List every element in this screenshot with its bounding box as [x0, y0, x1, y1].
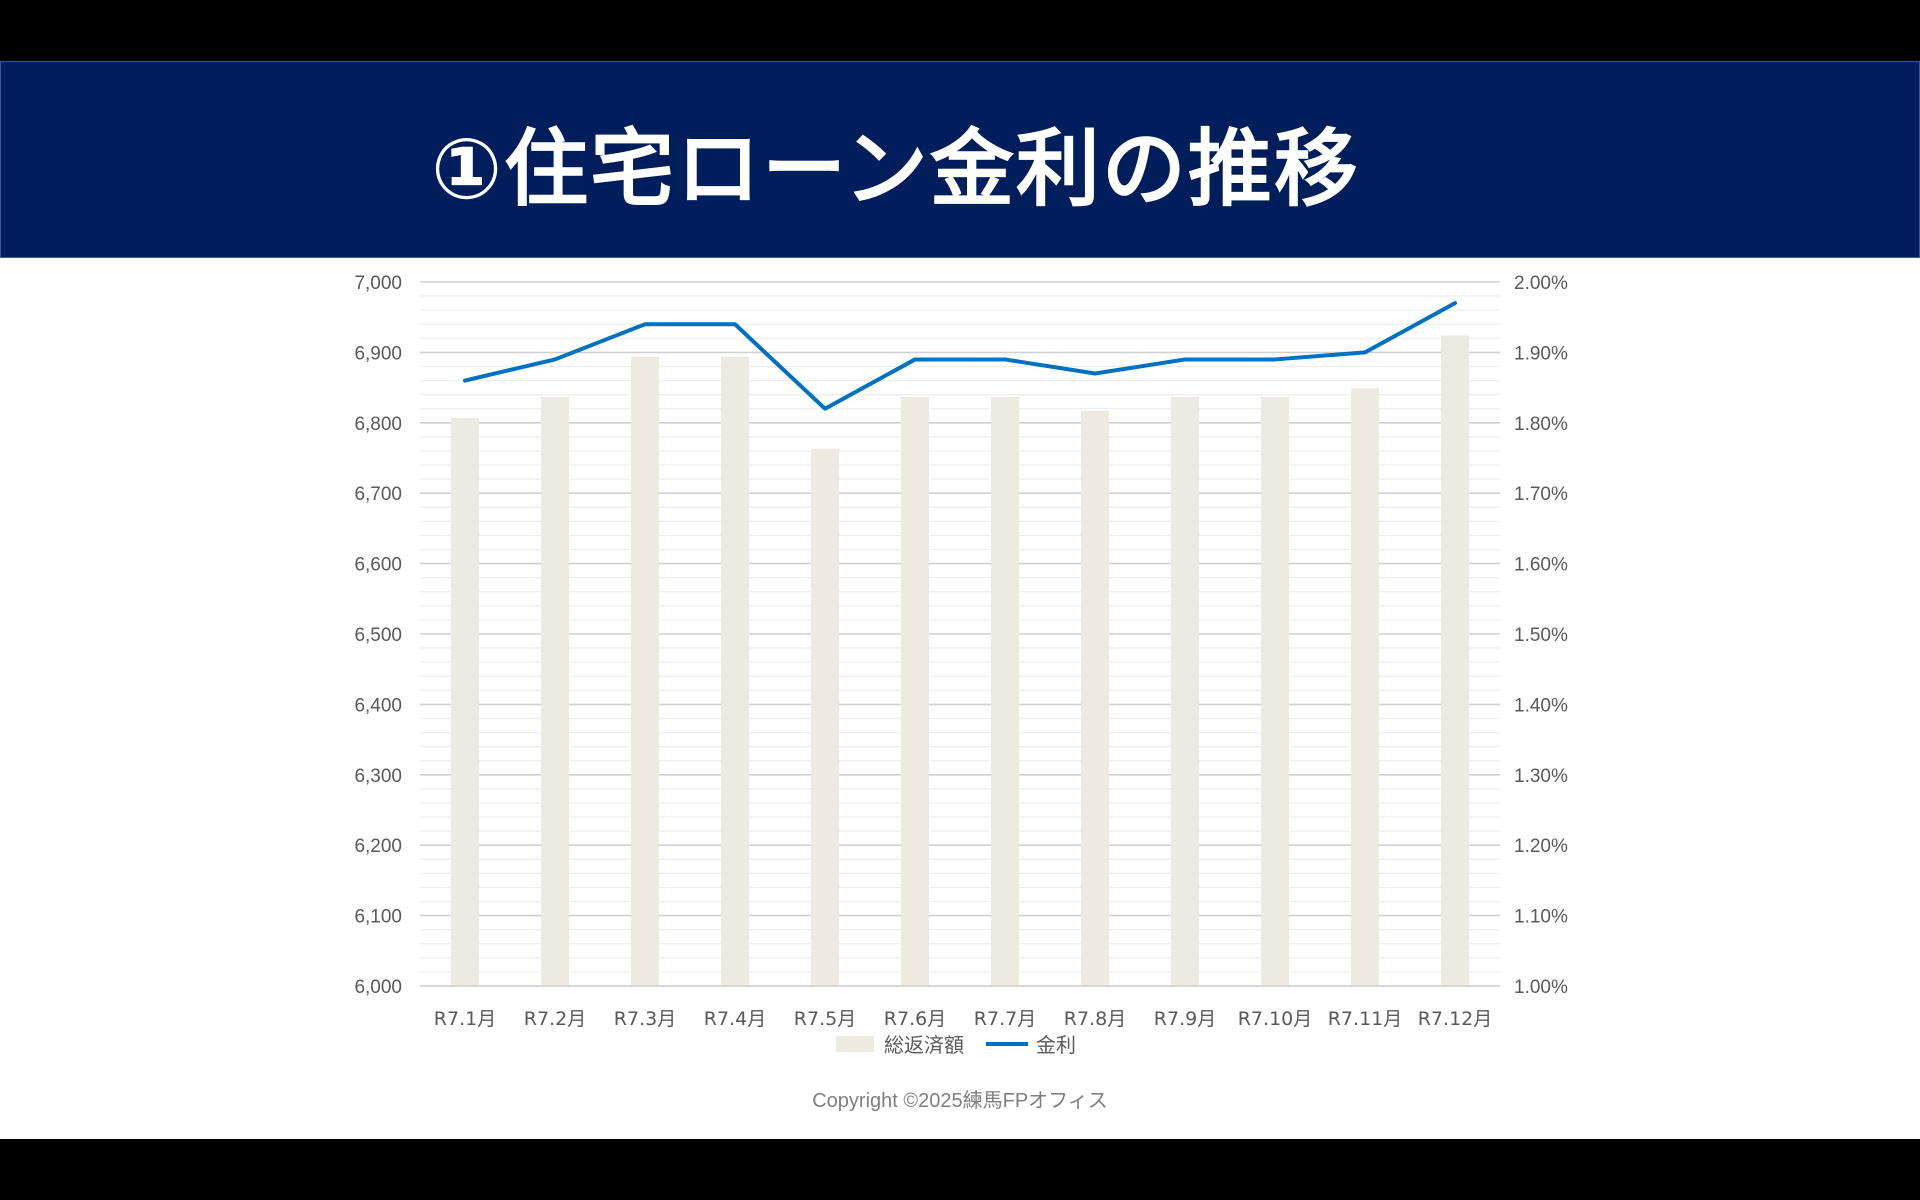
bar: [1351, 388, 1379, 987]
left-axis-tick: 6,000: [354, 977, 402, 998]
legend-bar-label: 総返済額: [884, 1033, 964, 1057]
left-axis-tick: 6,100: [354, 907, 402, 928]
right-axis-tick: 1.60%: [1514, 555, 1568, 576]
x-axis-tick: R7.6月: [884, 1008, 946, 1030]
left-axis-tick: 6,500: [354, 625, 402, 646]
legend-line-label: 金利: [1036, 1033, 1076, 1057]
bar: [1441, 335, 1469, 986]
slide: ①住宅ローン金利の推移 6,000 6,100 6,200 6,300 6,400 6,5…: [0, 61, 1920, 1139]
bar: [631, 356, 659, 986]
x-axis-tick: R7.10月: [1238, 1008, 1313, 1030]
bar: [721, 356, 749, 986]
bar: [1261, 396, 1289, 986]
x-axis-tick: R7.8月: [1064, 1008, 1126, 1030]
x-axis-tick: R7.1月: [434, 1008, 496, 1030]
bar: [901, 396, 929, 986]
bar: [811, 448, 839, 986]
x-axis-tick: R7.12月: [1418, 1008, 1493, 1030]
x-axis-tick: R7.4月: [704, 1008, 766, 1030]
right-axis-tick: 1.30%: [1514, 766, 1568, 787]
x-axis-tick: R7.7月: [974, 1008, 1036, 1030]
bar: [1171, 396, 1199, 986]
x-axis-tick: R7.11月: [1328, 1008, 1403, 1030]
right-axis-tick: 1.00%: [1514, 977, 1568, 998]
left-axis-tick: 7,000: [354, 273, 402, 294]
right-axis-tick: 1.50%: [1514, 625, 1568, 646]
x-axis-tick: R7.3月: [614, 1008, 676, 1030]
combo-chart: 6,000 6,100 6,200 6,300 6,400 6,500 6,600 6,700…: [354, 273, 1568, 1057]
right-axis-tick: 1.20%: [1514, 836, 1568, 857]
copyright: Copyright ©2025練馬FPオフィス: [812, 1090, 1108, 1112]
left-axis-tick: 6,700: [354, 484, 402, 505]
left-axis-tick: 6,400: [354, 695, 402, 716]
bar: [541, 396, 569, 986]
left-axis-tick: 6,600: [354, 555, 402, 576]
slide-title: ①住宅ローン金利の推移: [431, 120, 1360, 218]
right-axis-tick: 1.90%: [1514, 343, 1568, 364]
left-axis-tick: 6,200: [354, 836, 402, 857]
bar: [451, 417, 479, 986]
x-axis-tick: R7.5月: [794, 1008, 856, 1030]
legend-bar-swatch: [836, 1036, 874, 1052]
right-axis-tick: 1.80%: [1514, 414, 1568, 435]
bar: [991, 396, 1019, 986]
left-axis-tick: 6,800: [354, 414, 402, 435]
left-axis-tick: 6,300: [354, 766, 402, 787]
right-axis-tick: 1.40%: [1514, 695, 1568, 716]
x-axis-tick: R7.2月: [524, 1008, 586, 1030]
right-axis-tick: 1.70%: [1514, 484, 1568, 505]
left-axis-tick: 6,900: [354, 343, 402, 364]
right-axis-tick: 2.00%: [1514, 273, 1568, 294]
bar: [1081, 410, 1109, 986]
title-banner: ①住宅ローン金利の推移: [0, 61, 1920, 258]
x-axis-tick: R7.9月: [1154, 1008, 1216, 1030]
rate-line: [463, 301, 1457, 411]
right-axis-tick: 1.10%: [1514, 907, 1568, 928]
